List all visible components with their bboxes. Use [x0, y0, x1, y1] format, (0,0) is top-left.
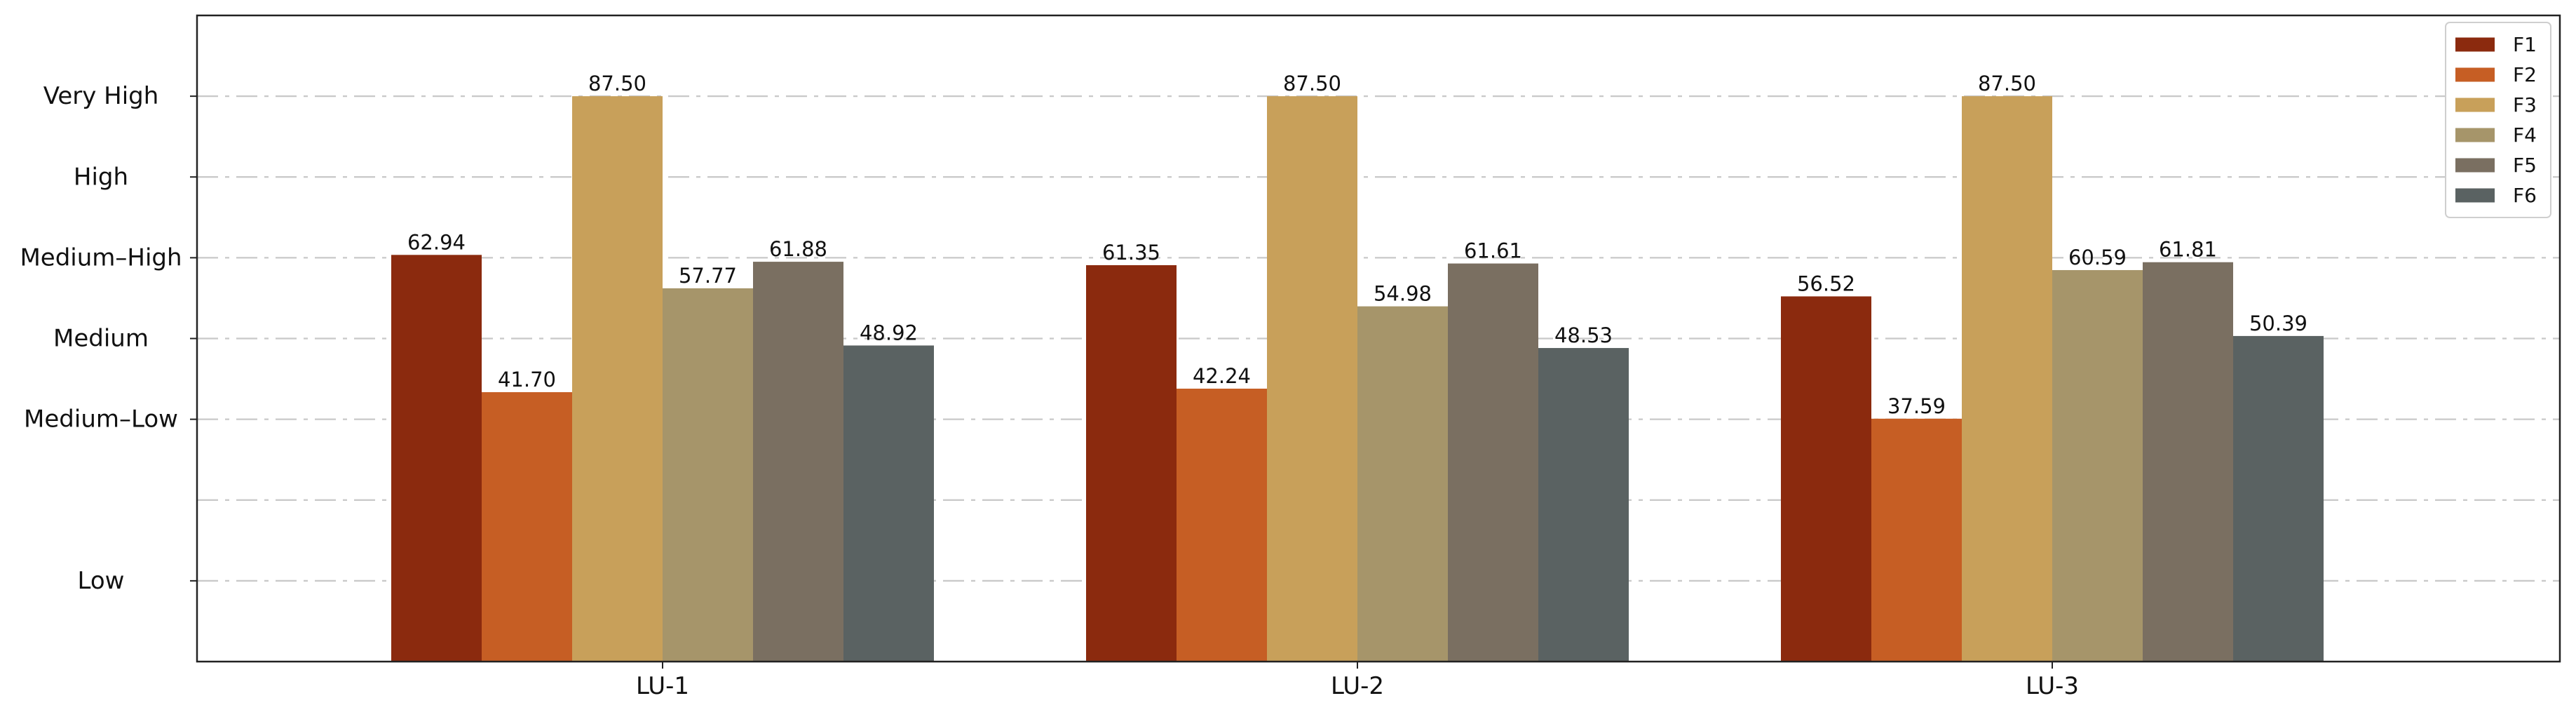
bar-value-label: 56.52 [1797, 272, 1855, 295]
bar-f3-lu-2 [1267, 96, 1357, 662]
bar-f5-lu-3 [2143, 262, 2233, 662]
legend-label: F5 [2513, 154, 2537, 177]
bars [391, 96, 2324, 662]
bar-f2-lu-3 [1871, 418, 1962, 662]
bar-value-label: 87.50 [1978, 72, 2036, 95]
bar-f1-lu-1 [391, 255, 482, 662]
bar-value-label: 48.92 [860, 321, 918, 344]
bar-value-label: 60.59 [2068, 246, 2127, 269]
legend-label: F1 [2513, 33, 2537, 56]
bar-value-label: 48.53 [1554, 323, 1613, 347]
bar-value-label: 61.35 [1102, 241, 1160, 264]
bar-value-label: 61.81 [2159, 238, 2217, 262]
legend-swatch [2455, 67, 2495, 82]
x-tick-label: LU-1 [636, 672, 689, 700]
legend-label: F6 [2513, 184, 2537, 207]
legend-label: F4 [2513, 123, 2537, 147]
y-tick-label: Low [78, 567, 125, 595]
y-tick-label: Medium–High [20, 243, 182, 272]
bar-value-label: 41.70 [498, 368, 556, 391]
bar-f4-lu-2 [1357, 306, 1448, 662]
bar-f1-lu-3 [1781, 296, 1871, 662]
bar-value-label: 61.61 [1464, 239, 1522, 263]
bar-value-label: 57.77 [679, 264, 737, 288]
bar-f1-lu-2 [1086, 264, 1177, 662]
y-tick-label: Medium [53, 325, 149, 353]
legend-label: F2 [2513, 63, 2537, 86]
y-tick-label: Medium–Low [24, 406, 178, 434]
bar-f5-lu-2 [1448, 263, 1538, 662]
bar-value-label: 87.50 [1283, 72, 1341, 95]
x-axis-ticks: LU-1 LU-2 LU-3 [636, 662, 2079, 700]
bar-value-label: 42.24 [1193, 364, 1251, 388]
x-tick-label: LU-2 [1331, 672, 1384, 700]
bar-value-label: 62.94 [407, 230, 466, 254]
bar-f6-lu-2 [1538, 348, 1629, 662]
bar-f3-lu-3 [1962, 96, 2052, 662]
legend-label: F3 [2513, 93, 2537, 116]
y-axis-ticks: Low Medium–Low Medium Medium–High High Very H… [20, 82, 197, 595]
legend-swatch [2455, 128, 2495, 142]
y-tick-label: Very High [43, 82, 159, 110]
bar-f4-lu-1 [663, 288, 753, 662]
bar-f2-lu-2 [1177, 388, 1267, 662]
legend-swatch [2455, 158, 2495, 173]
bar-value-label: 87.50 [588, 72, 646, 95]
y-tick-label: High [74, 163, 128, 191]
bar-f6-lu-1 [843, 345, 934, 662]
legend-swatch [2455, 37, 2495, 52]
bar-value-label: 37.59 [1887, 394, 1946, 418]
legend-swatch [2455, 98, 2495, 112]
bar-f6-lu-3 [2233, 335, 2324, 662]
bar-f2-lu-1 [482, 391, 572, 662]
bar-f5-lu-1 [753, 262, 843, 662]
bar-value-labels: 62.94 41.70 87.50 57.77 61.88 48.92 61.35 42.24… [407, 72, 2307, 418]
x-tick-label: LU-3 [2026, 672, 2079, 700]
bar-value-label: 50.39 [2249, 312, 2307, 335]
legend: F1 F2 F3 F4 F5 F6 [2445, 22, 2551, 218]
legend-swatch [2455, 188, 2495, 203]
bar-value-label: 54.98 [1374, 282, 1432, 306]
bar-f3-lu-1 [572, 96, 663, 662]
bar-f4-lu-3 [2052, 269, 2143, 662]
bar-value-label: 61.88 [769, 237, 827, 261]
